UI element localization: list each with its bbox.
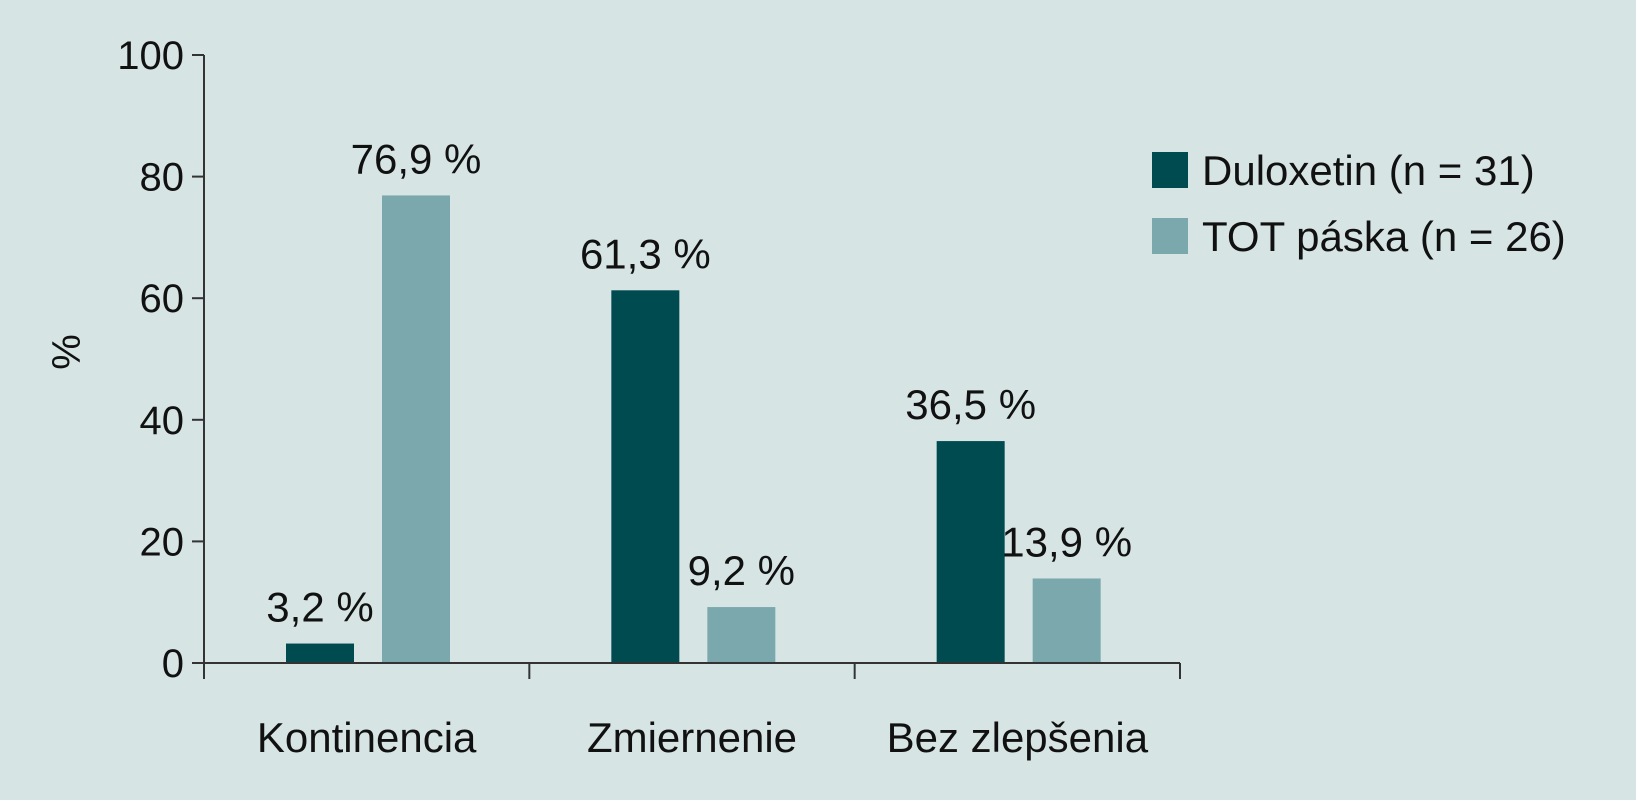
x-tick-label: Bez zlepšenia: [887, 714, 1149, 761]
bar: [611, 290, 680, 663]
bar: [707, 607, 776, 663]
legend-swatch: [1152, 152, 1188, 188]
bar: [936, 441, 1005, 663]
x-tick-label: Kontinencia: [257, 714, 477, 761]
data-label: 13,9 %: [1001, 518, 1132, 565]
y-axis-title: %: [45, 334, 89, 370]
axes: [203, 55, 1181, 679]
data-label: 3,2 %: [266, 584, 373, 631]
y-tick-label: 60: [140, 277, 185, 321]
bar: [286, 643, 354, 663]
legend-swatch: [1152, 218, 1188, 254]
x-tick-label: Zmiernenie: [587, 714, 797, 761]
data-label: 36,5 %: [905, 381, 1036, 428]
legend-label: TOT páska (n = 26): [1202, 213, 1566, 260]
bar: [1032, 578, 1101, 663]
bar: [382, 195, 450, 663]
data-label: 9,2 %: [688, 547, 795, 594]
data-labels: 3,2 % 76,9 % 61,3 % 9,2 % 36,5 % 13,9 %: [266, 135, 1132, 630]
category-labels: Kontinencia Zmiernenie Bez zlepšenia: [257, 714, 1149, 761]
y-axis-ticks: 0 20 40 60 80 100: [117, 34, 204, 686]
y-tick-label: 80: [140, 156, 185, 200]
legend: Duloxetin (n = 31) TOT páska (n = 26): [1152, 147, 1566, 260]
data-label: 61,3 %: [580, 230, 711, 277]
y-tick-label: 20: [140, 520, 185, 564]
y-tick-label: 40: [140, 399, 185, 443]
y-tick-label: 100: [117, 34, 184, 78]
data-label: 76,9 %: [351, 135, 482, 182]
legend-label: Duloxetin (n = 31): [1202, 147, 1535, 194]
y-tick-label: 0: [162, 642, 184, 686]
bars: [286, 195, 1101, 663]
